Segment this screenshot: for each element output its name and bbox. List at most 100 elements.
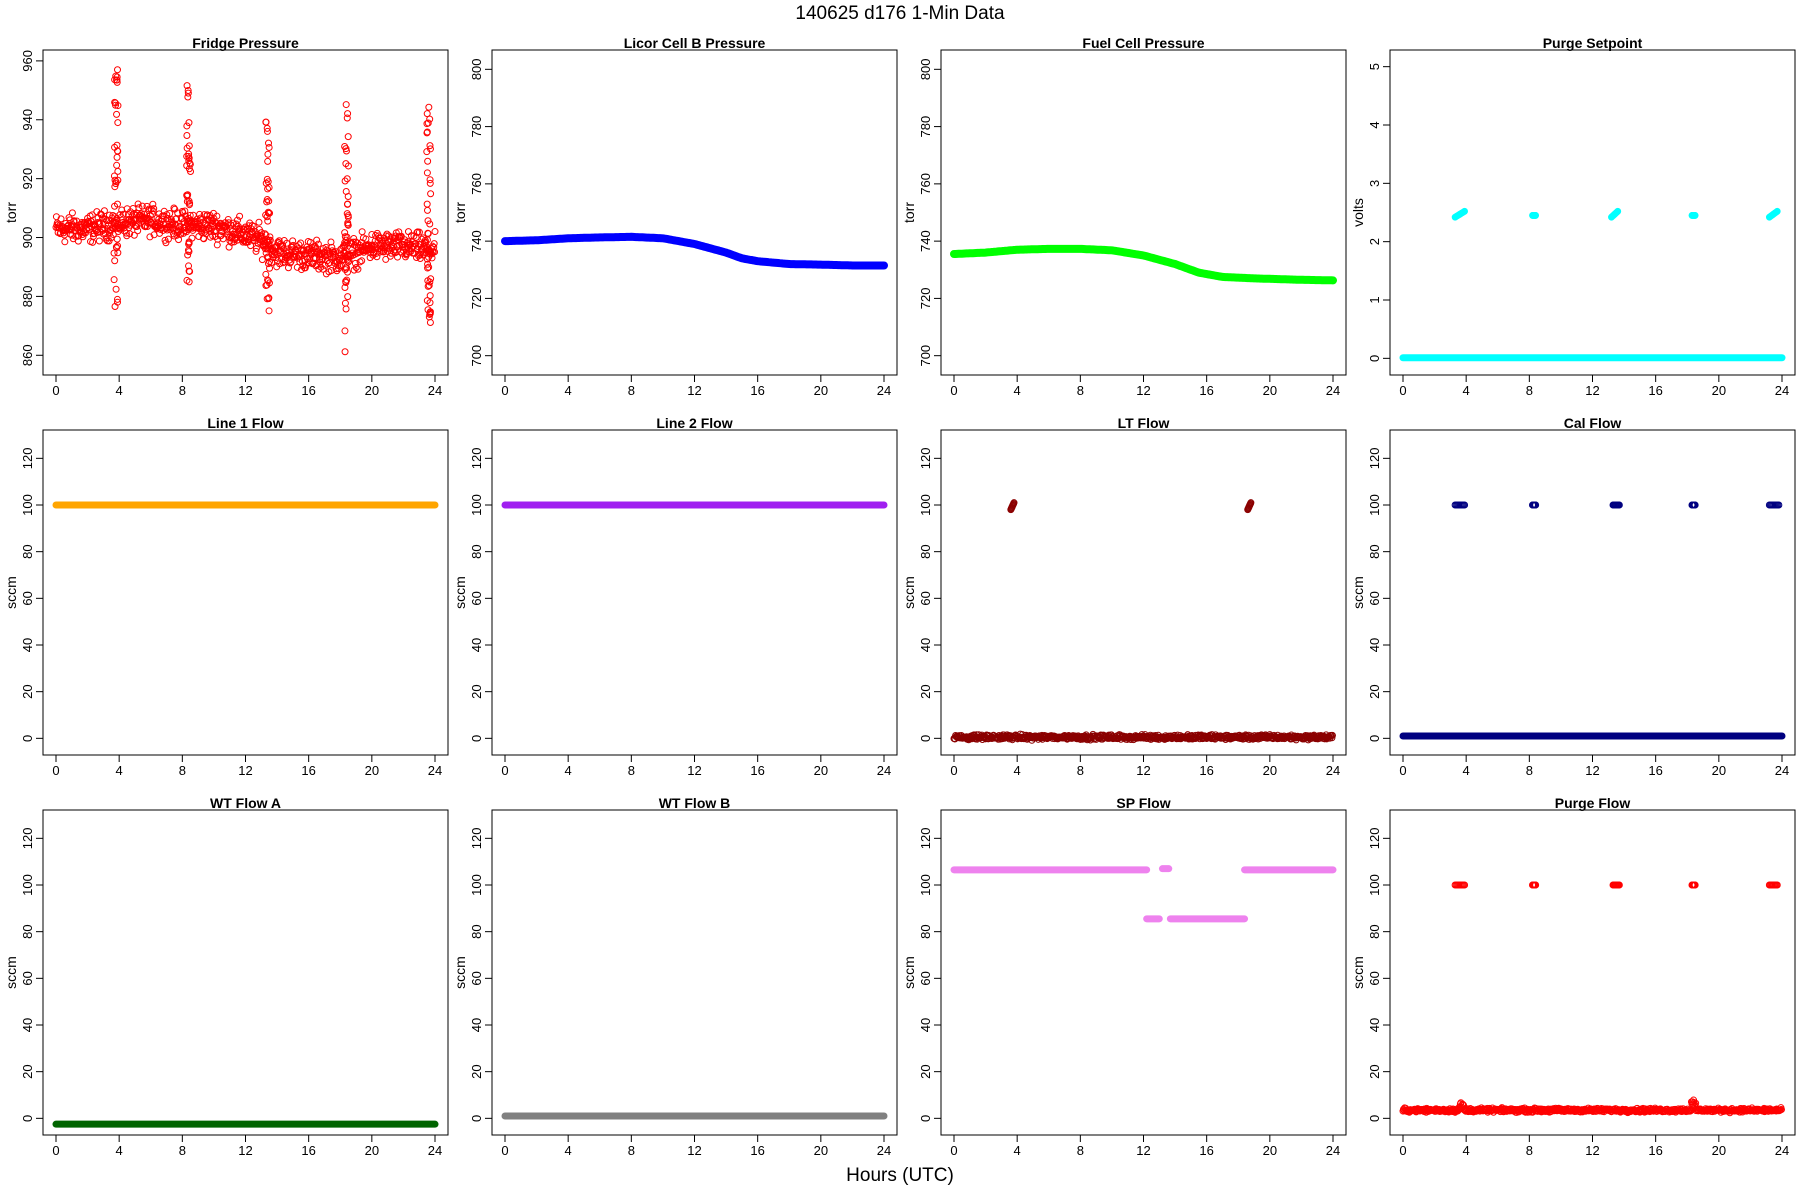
x-tick-label: 12 [687, 383, 701, 398]
data-point [183, 82, 191, 90]
data-point [181, 207, 189, 215]
data-point [427, 275, 435, 283]
plot-frame [1389, 809, 1796, 1136]
plot-frame [940, 809, 1347, 1136]
data-point [113, 235, 121, 243]
data-point [184, 89, 192, 97]
data-point [425, 281, 433, 289]
y-tick-label: 100 [469, 874, 484, 896]
plot-frame [42, 429, 449, 756]
y-tick-label: 4 [1367, 121, 1382, 128]
y-tick-label: 3 [1367, 180, 1382, 187]
data-point [113, 295, 121, 303]
series-sp-flow [950, 865, 1337, 923]
data-point [183, 276, 191, 284]
data-point [265, 139, 273, 147]
data-point [184, 226, 192, 234]
data-point [111, 257, 119, 265]
data-point [183, 162, 191, 170]
data-point [426, 179, 434, 187]
data-point [184, 86, 192, 94]
data-point [368, 231, 376, 239]
x-tick-label: 4 [1014, 763, 1021, 778]
y-tick-label: 720 [469, 288, 484, 310]
data-point [263, 124, 271, 132]
data-point [344, 268, 352, 276]
y-tick-label: 60 [469, 591, 484, 605]
x-tick-label: 0 [950, 1143, 957, 1158]
y-tick-label: 60 [469, 971, 484, 985]
y-axis-label: sccm [1350, 956, 1366, 989]
data-point [1691, 212, 1699, 219]
data-point [134, 227, 142, 235]
data-point [424, 306, 432, 314]
data-point [116, 225, 124, 233]
chart-title: Line 2 Flow [656, 415, 732, 431]
data-point [377, 240, 385, 248]
data-point [247, 242, 255, 250]
data-point [344, 221, 352, 229]
data-point [1532, 501, 1540, 509]
data-point [224, 215, 232, 223]
data-point [149, 200, 157, 208]
x-tick-label: 12 [238, 1143, 252, 1158]
y-axis-label: torr [452, 202, 468, 223]
x-tick-label: 20 [1712, 383, 1726, 398]
data-point [122, 229, 130, 237]
data-point [185, 152, 193, 160]
data-point [67, 226, 75, 234]
y-tick-label: 780 [918, 116, 933, 138]
data-point [1777, 1106, 1785, 1114]
y-tick-label: 720 [918, 288, 933, 310]
chart-title: Fridge Pressure [192, 35, 299, 51]
data-point [68, 209, 76, 217]
data-point [341, 299, 349, 307]
data-point [425, 103, 433, 111]
y-axis-label: sccm [452, 956, 468, 989]
x-tick-label: 24 [428, 1143, 442, 1158]
x-tick-label: 16 [750, 1143, 764, 1158]
data-point [112, 180, 120, 188]
y-tick-label: 760 [469, 173, 484, 195]
x-tick-label: 16 [1648, 383, 1662, 398]
x-tick-label: 4 [116, 383, 123, 398]
y-tick-label: 60 [20, 591, 35, 605]
x-tick-label: 24 [428, 763, 442, 778]
data-point [1247, 499, 1255, 507]
data-point [262, 179, 270, 187]
data-point [61, 238, 69, 246]
y-tick-label: 0 [1367, 355, 1382, 362]
x-tick-label: 24 [1326, 383, 1340, 398]
x-tick-label: 24 [877, 383, 891, 398]
data-point [426, 145, 434, 153]
y-tick-label: 20 [918, 684, 933, 698]
data-point [99, 225, 107, 233]
data-point [213, 241, 221, 249]
series-fuel-cell-pressure [950, 244, 1337, 285]
data-point [1691, 881, 1699, 889]
data-point [261, 230, 269, 238]
data-point [114, 176, 122, 184]
data-point [109, 230, 117, 238]
data-point [431, 228, 439, 236]
y-tick-label: 80 [20, 924, 35, 938]
y-tick-label: 800 [918, 58, 933, 80]
x-tick-label: 20 [1712, 1143, 1726, 1158]
data-point [239, 225, 247, 233]
data-point [111, 76, 119, 84]
data-point [1615, 501, 1623, 509]
data-point [103, 234, 111, 242]
data-point [113, 110, 121, 118]
x-tick-label: 0 [1399, 763, 1406, 778]
x-tick-label: 0 [501, 763, 508, 778]
data-point [113, 161, 121, 169]
x-tick-label: 0 [52, 763, 59, 778]
x-tick-label: 20 [365, 1143, 379, 1158]
plot-frame [491, 429, 898, 756]
x-tick-label: 0 [52, 1143, 59, 1158]
y-tick-label: 0 [469, 735, 484, 742]
data-point [250, 222, 258, 230]
x-tick-label: 0 [950, 383, 957, 398]
data-point [295, 241, 303, 249]
